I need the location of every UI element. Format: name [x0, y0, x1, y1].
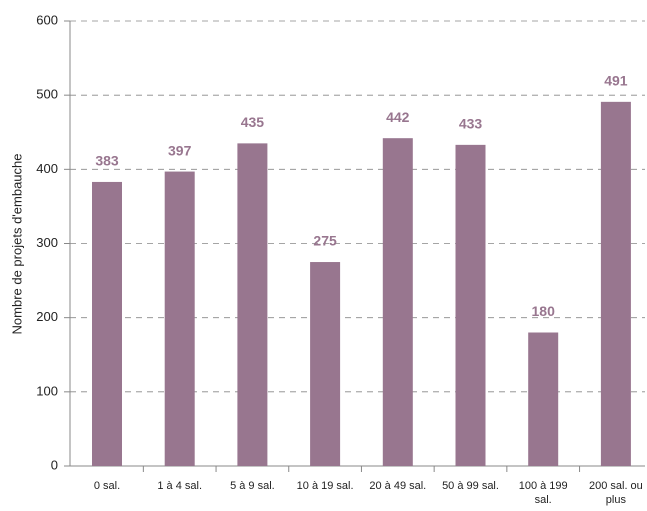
data-label: 383 [95, 153, 119, 169]
y-axis-label: Nombre de projets d'embauche [9, 154, 24, 335]
bar [382, 138, 413, 466]
y-tick-label: 500 [36, 87, 58, 102]
bar [237, 143, 268, 466]
data-label: 442 [386, 109, 410, 125]
x-tick-label: 10 à 19 sal. [296, 480, 354, 492]
bar [164, 171, 195, 466]
y-tick-label: 0 [51, 457, 58, 472]
data-label: 433 [459, 116, 483, 132]
data-label: 397 [168, 142, 192, 158]
y-tick-label: 200 [36, 309, 58, 324]
bar [528, 332, 559, 466]
x-tick-label: 0 sal. [93, 480, 121, 492]
x-tick-label: 5 à 9 sal. [230, 480, 275, 492]
x-tick-label: 100 à 199 sal. [518, 480, 568, 506]
x-tick-label: 200 sal. ou plus [588, 480, 643, 506]
x-tick-label: 1 à 4 sal. [157, 480, 202, 492]
bar [310, 262, 341, 466]
data-label: 275 [313, 233, 337, 249]
x-tick-label: 50 à 99 sal. [442, 480, 499, 492]
y-tick-label: 600 [36, 12, 58, 27]
bar [600, 101, 631, 466]
data-label: 180 [532, 303, 556, 319]
data-label: 435 [241, 114, 265, 130]
x-tick-label: 20 à 49 sal. [369, 480, 427, 492]
bar [455, 144, 486, 466]
bar [92, 181, 122, 467]
y-tick-label: 100 [36, 383, 58, 398]
y-tick-label: 300 [36, 235, 58, 250]
data-label: 491 [604, 73, 628, 89]
y-tick-label: 400 [36, 161, 58, 176]
